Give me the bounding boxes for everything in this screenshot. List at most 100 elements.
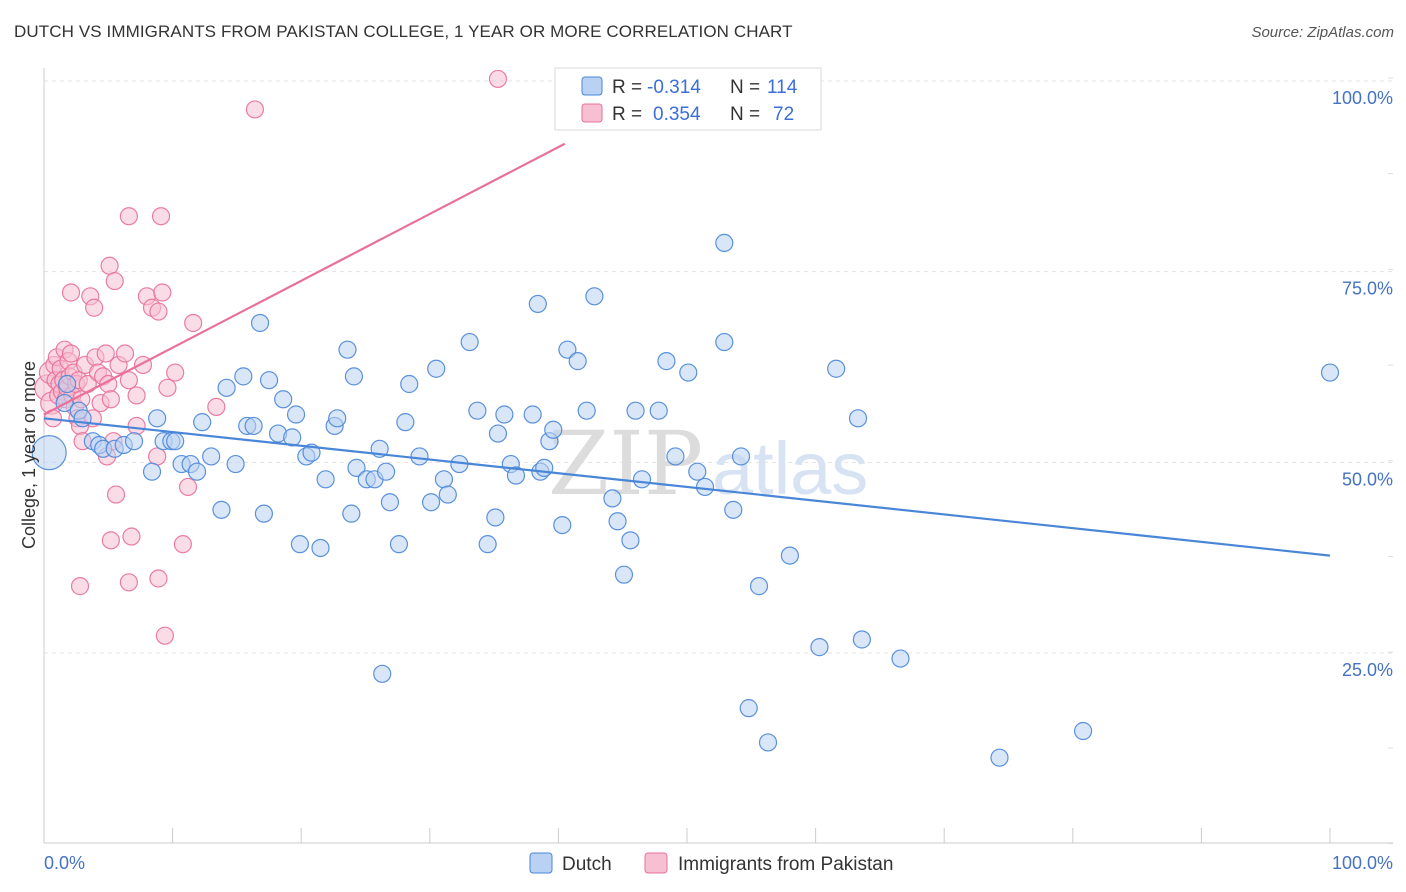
data-point — [101, 531, 120, 550]
data-point — [780, 546, 799, 565]
data-point — [657, 352, 676, 371]
series-pakistan-points — [34, 69, 508, 645]
data-point — [217, 378, 236, 397]
data-point — [173, 535, 192, 554]
legend-n-dutch: 114 — [767, 77, 798, 98]
y-tick-labels: 25.0% 50.0% 75.0% 100.0% — [1332, 88, 1393, 680]
data-point — [891, 649, 910, 668]
bottom-legend-swatch-dutch — [529, 852, 553, 874]
data-point — [585, 287, 604, 306]
data-point — [127, 386, 146, 405]
data-point — [410, 447, 429, 466]
data-point — [70, 577, 90, 596]
data-point — [142, 462, 162, 481]
legend-n-label: N = — [730, 77, 760, 98]
x-tick-label-min: 0.0% — [44, 853, 85, 873]
y-tick-label: 50.0% — [1342, 469, 1393, 489]
data-point — [621, 531, 640, 550]
trend-line-pakistan — [43, 142, 566, 416]
data-point — [338, 340, 357, 359]
data-point — [608, 512, 627, 531]
data-point — [688, 462, 707, 481]
data-point — [827, 359, 846, 378]
data-point — [61, 283, 81, 302]
data-point — [810, 638, 829, 657]
data-point — [212, 500, 231, 519]
legend-r-pakistan: 0.354 — [653, 104, 701, 125]
data-point — [61, 344, 81, 363]
data-point — [577, 401, 596, 420]
data-point — [400, 374, 419, 394]
series-dutch-points — [31, 233, 1340, 767]
data-point — [438, 485, 457, 504]
data-point — [488, 424, 508, 443]
legend-n-label-2: N = — [730, 104, 760, 125]
trend-lines — [43, 142, 1331, 557]
data-point — [311, 538, 330, 558]
data-point — [544, 420, 563, 439]
data-point — [207, 397, 226, 416]
y-tick-label: 100.0% — [1332, 88, 1393, 108]
watermark-atlas: atlas — [712, 427, 868, 510]
data-point — [316, 470, 335, 489]
y-tick-label: 75.0% — [1342, 279, 1393, 299]
data-point — [558, 340, 577, 359]
data-point — [715, 233, 734, 253]
chart-title: DUTCH VS IMMIGRANTS FROM PAKISTAN COLLEG… — [14, 22, 793, 41]
data-point — [389, 535, 409, 554]
data-point — [376, 462, 396, 481]
data-point — [106, 485, 126, 504]
bottom-legend-pakistan: Immigrants from Pakistan — [678, 854, 893, 875]
data-point — [731, 447, 751, 466]
data-point — [193, 413, 212, 432]
data-point — [148, 447, 167, 466]
data-point — [553, 515, 572, 535]
data-point — [119, 207, 138, 226]
data-point — [632, 470, 652, 489]
data-point — [495, 405, 514, 424]
data-point — [259, 371, 279, 390]
data-point — [373, 664, 392, 683]
data-point — [852, 630, 871, 649]
data-point — [478, 535, 497, 554]
data-point — [626, 401, 645, 420]
data-point — [85, 298, 104, 317]
data-point — [96, 344, 115, 363]
data-point — [127, 416, 146, 436]
data-point — [122, 527, 141, 546]
data-point — [342, 504, 361, 523]
data-point — [155, 626, 174, 645]
legend-n-pakistan: 72 — [773, 104, 794, 125]
data-point — [434, 470, 454, 489]
data-point — [31, 435, 67, 471]
data-point — [535, 458, 554, 477]
data-point — [679, 363, 698, 382]
data-point — [290, 535, 310, 554]
data-point — [1320, 363, 1340, 382]
bottom-legend-dutch: Dutch — [562, 854, 612, 875]
data-point — [427, 359, 446, 378]
data-point — [724, 500, 743, 519]
data-point — [506, 466, 526, 485]
data-point — [151, 207, 171, 226]
data-point — [100, 256, 119, 275]
data-point — [739, 699, 758, 718]
y-tick-label: 25.0% — [1342, 660, 1393, 680]
data-point — [649, 401, 668, 420]
data-point — [58, 374, 77, 394]
data-point — [119, 371, 138, 390]
data-point — [250, 313, 270, 333]
data-point — [124, 432, 144, 451]
legend-r-label-2: R = — [612, 104, 642, 125]
x-tick-label-max: 100.0% — [1332, 853, 1393, 873]
data-point — [153, 283, 172, 302]
data-point — [758, 733, 778, 752]
data-point — [166, 432, 185, 451]
data-point — [848, 409, 868, 428]
source-credit: Source: ZipAtlas.com — [1251, 24, 1394, 41]
trend-line-dutch — [43, 417, 1331, 557]
data-point — [274, 390, 293, 409]
legend-r-dutch: -0.314 — [647, 77, 701, 98]
data-point — [158, 378, 177, 397]
data-point — [105, 271, 124, 291]
